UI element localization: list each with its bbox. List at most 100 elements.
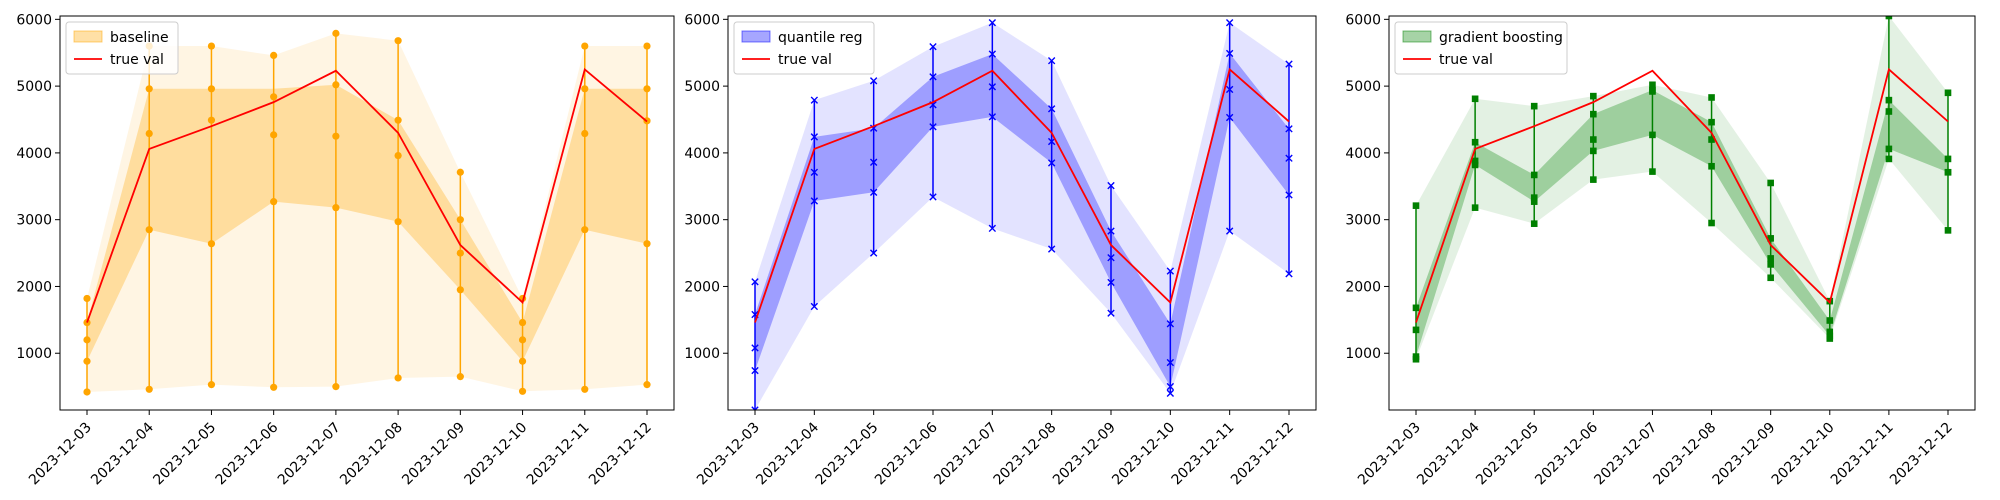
quantile-point — [207, 42, 216, 50]
x-tick-label: 2023-12-12 — [586, 420, 655, 489]
plot-area — [1412, 16, 1952, 363]
x-tick-label: 2023-12-11 — [524, 420, 593, 489]
quantile-point — [1225, 113, 1234, 122]
quantile-point — [456, 249, 464, 257]
quantile-point — [270, 198, 278, 206]
legend-true-val-label: true val — [1439, 52, 1493, 68]
quantile-point — [1225, 227, 1234, 235]
quantile-point — [1649, 131, 1656, 139]
quantile-point — [1107, 181, 1115, 190]
quantile-point — [1225, 49, 1234, 58]
chart-panel-3: 1000200030004000500060002023-12-032023-1… — [1345, 12, 1976, 489]
quantile-point — [1412, 202, 1420, 209]
quantile-point — [1166, 267, 1175, 275]
quantile-point — [456, 286, 464, 294]
quantile-point — [1708, 136, 1715, 143]
y-tick-label: 2000 — [1345, 279, 1381, 295]
quantile-point — [988, 50, 997, 58]
quantile-point — [1885, 155, 1893, 163]
plot-area — [751, 18, 1293, 410]
quantile-point — [929, 43, 937, 51]
quantile-point — [643, 85, 651, 93]
quantile-point — [869, 158, 878, 166]
x-tick-label: 2023-12-12 — [1228, 420, 1297, 489]
quantile-point — [1285, 154, 1293, 162]
quantile-point — [1826, 317, 1834, 324]
quantile-point — [145, 85, 153, 93]
quantile-point — [1047, 137, 1056, 146]
quantile-point — [207, 240, 216, 248]
quantile-point — [1885, 96, 1893, 104]
quantile-point — [643, 240, 651, 248]
quantile-point — [1590, 136, 1597, 143]
quantile-point — [1885, 16, 1893, 20]
quantile-point — [1471, 161, 1479, 169]
quantile-point — [1708, 219, 1715, 227]
quantile-point — [1649, 168, 1656, 175]
quantile-point — [1944, 168, 1952, 176]
quantile-point — [332, 383, 340, 391]
quantile-point — [1708, 162, 1715, 170]
quantile-point — [1166, 382, 1175, 391]
quantile-point — [1471, 157, 1479, 165]
true-val-line — [754, 67, 1290, 323]
quantile-point — [207, 85, 216, 93]
quantile-point — [1649, 86, 1656, 94]
quantile-point — [1590, 147, 1597, 155]
quantile-point — [643, 381, 651, 389]
quantile-point — [581, 385, 589, 393]
quantile-point — [810, 197, 819, 205]
quantile-point — [1166, 389, 1175, 397]
legend-band-swatch — [1402, 30, 1432, 43]
x-tick-label: 2023-12-11 — [1169, 420, 1238, 489]
legend-band-swatch — [741, 30, 771, 43]
legend-band-label: gradient boosting — [1439, 30, 1563, 46]
y-tick-label: 4000 — [684, 146, 720, 162]
quantile-point — [929, 193, 937, 201]
y-tick-label: 4000 — [1345, 146, 1381, 162]
quantile-point — [751, 406, 759, 410]
x-tick-label: 2023-12-03 — [1355, 420, 1424, 489]
quantile-point — [1412, 326, 1420, 334]
quantile-point — [810, 133, 819, 141]
y-tick-label: 1000 — [1345, 346, 1381, 362]
inner-quantile-band — [755, 53, 1289, 387]
y-tick-label: 5000 — [16, 79, 52, 95]
quantile-point — [988, 113, 997, 121]
quantile-point — [1285, 191, 1293, 199]
x-tick-label: 2023-12-09 — [1050, 420, 1119, 489]
x-tick-label: 2023-12-03 — [694, 420, 763, 489]
x-tick-label: 2023-12-09 — [1710, 420, 1779, 489]
quantile-point — [1412, 353, 1420, 360]
quantile-point — [1885, 145, 1893, 153]
y-tick-label: 5000 — [684, 79, 720, 95]
quantile-point — [518, 357, 527, 365]
x-tick-label: 2023-12-10 — [1769, 420, 1838, 489]
quantile-point — [456, 168, 464, 176]
quantile-point — [1047, 245, 1056, 253]
quantile-point — [1767, 274, 1774, 282]
quantile-point — [751, 366, 759, 375]
quantile-point — [988, 83, 997, 91]
y-tick-label: 6000 — [684, 12, 720, 28]
legend: baseline true val — [65, 21, 179, 75]
quantile-point — [869, 249, 878, 257]
quantile-point — [332, 81, 340, 89]
quantile-point — [1590, 92, 1597, 100]
quantile-point — [810, 302, 819, 311]
quantile-point — [1590, 110, 1597, 118]
y-tick-label: 1000 — [16, 346, 52, 362]
quantile-point — [1107, 254, 1115, 262]
x-tick-label: 2023-12-08 — [1651, 420, 1720, 489]
plot-area — [83, 29, 651, 396]
quantile-point — [1285, 270, 1293, 278]
quantile-point — [751, 278, 759, 286]
quantile-point — [1708, 94, 1715, 101]
axes-frame — [727, 15, 1317, 411]
x-tick-label: 2023-12-05 — [813, 420, 882, 489]
quantile-point — [988, 18, 997, 27]
quantile-point — [518, 387, 527, 395]
quantile-point — [1471, 204, 1479, 211]
quantile-point — [1412, 304, 1420, 312]
